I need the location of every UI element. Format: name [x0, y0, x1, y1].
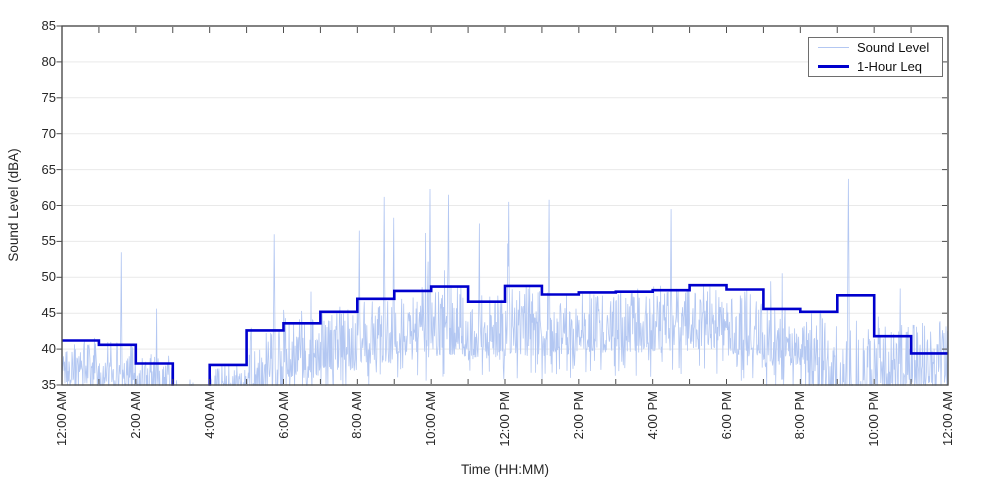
legend: Sound Level 1-Hour Leq — [808, 37, 943, 77]
y-tick-label: 65 — [41, 161, 56, 177]
legend-label-sound-level: Sound Level — [857, 40, 930, 56]
y-tick-label: 55 — [41, 233, 56, 249]
y-tick-label: 80 — [41, 53, 56, 69]
x-tick-label: 12:00 AM — [940, 391, 955, 446]
y-tick-label: 50 — [41, 269, 56, 285]
y-tick-label: 60 — [41, 197, 56, 213]
x-tick-label: 8:00 AM — [349, 391, 365, 439]
y-tick-label: 35 — [41, 377, 56, 392]
x-tick-label: 2:00 PM — [570, 391, 586, 440]
y-tick-label: 45 — [41, 305, 56, 321]
x-tick-label: 4:00 PM — [644, 391, 660, 440]
x-tick-label: 6:00 AM — [275, 391, 291, 439]
x-tick-label: 4:00 AM — [201, 391, 217, 439]
leq-step-line — [62, 283, 948, 386]
x-tick-label: 12:00 AM — [54, 391, 69, 446]
legend-item-sound-level: Sound Level — [809, 39, 942, 57]
y-tick-label: 40 — [41, 341, 56, 357]
x-tick-label: 8:00 PM — [792, 391, 808, 440]
x-tick-label: 10:00 AM — [423, 391, 439, 446]
x-axis-title: Time (HH:MM) — [461, 462, 549, 477]
x-tick-label: 6:00 PM — [718, 391, 734, 440]
legend-label-leq: 1-Hour Leq — [857, 58, 923, 74]
y-tick-label: 75 — [41, 89, 56, 105]
y-tick-label: 85 — [41, 18, 56, 33]
legend-line-sample-sound-level — [818, 46, 849, 49]
legend-item-leq: 1-Hour Leq — [809, 57, 942, 75]
x-tick-label: 12:00 PM — [497, 391, 512, 447]
y-tick-label: 70 — [41, 125, 56, 141]
x-tick-label: 2:00 AM — [127, 391, 143, 439]
legend-line-sample-leq — [818, 64, 849, 69]
axes-frame — [61, 25, 949, 386]
sound-level-trace — [62, 178, 948, 386]
x-tick-label: 10:00 PM — [866, 391, 882, 447]
